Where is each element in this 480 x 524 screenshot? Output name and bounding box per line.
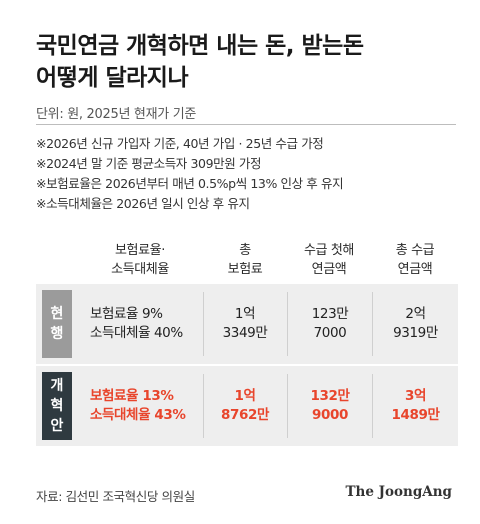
unit-note: 단위: 원, 2025년 현재가 기준 (36, 107, 197, 122)
note-item: ※2026년 신규 가입자 기준, 40년 가입 · 25년 수급 가정 (36, 136, 324, 151)
header-total-premium: 총 보험료 (227, 243, 263, 277)
header-rate: 보험료율· 소득대체율 (111, 243, 169, 277)
header-total-benefit: 총 수급 연금액 (395, 243, 435, 277)
publisher-logo: The JoongAng (345, 484, 452, 500)
column-divider (372, 292, 373, 356)
column-divider (287, 374, 288, 438)
note-item: ※2024년 말 기준 평균소득자 309만원 가정 (36, 156, 262, 171)
header-first-annual: 수급 첫해 연금액 (304, 243, 354, 277)
column-divider (203, 374, 204, 438)
cell-rate: 보험료율 9% 소득대체율 40% (90, 306, 183, 341)
divider (36, 124, 456, 125)
column-divider (203, 292, 204, 356)
title-line-1: 국민연금 개혁하면 내는 돈, 받는돈 (36, 33, 364, 59)
column-divider (287, 292, 288, 356)
cell-total-benefit: 2억 9319만 (393, 306, 438, 341)
cell-first-annual: 123만 7000 (311, 306, 349, 341)
title-line-2: 어떻게 달라지나 (36, 65, 189, 91)
cell-total-benefit: 3억 1489만 (391, 388, 440, 423)
table-row-reform: 개 혁 안 보험료율 13% 소득대체율 43% 1억 8762만 132만 9… (36, 366, 458, 446)
page-title: 국민연금 개혁하면 내는 돈, 받는돈 어떻게 달라지나 (36, 30, 456, 94)
cell-total-premium: 1억 8762만 (221, 388, 269, 423)
cell-total-premium: 1억 3349만 (222, 306, 268, 341)
column-divider (372, 374, 373, 438)
table-row-current: 현 행 보험료율 9% 소득대체율 40% 1억 3349만 123만 7000… (36, 284, 458, 364)
cell-first-annual: 132만 9000 (310, 388, 350, 423)
cell-rate: 보험료율 13% 소득대체율 43% (90, 388, 186, 423)
note-item: ※소득대체율은 2026년 일시 인상 후 유지 (36, 196, 250, 211)
row-label-current: 현 행 (42, 290, 72, 358)
source-credit: 자료: 김선민 조국혁신당 의원실 (36, 489, 195, 504)
assumption-notes: ※2026년 신규 가입자 기준, 40년 가입 · 25년 수급 가정 ※20… (36, 134, 460, 214)
row-label-reform: 개 혁 안 (42, 372, 72, 440)
note-item: ※보험료율은 2026년부터 매년 0.5%p씩 13% 인상 후 유지 (36, 176, 344, 191)
